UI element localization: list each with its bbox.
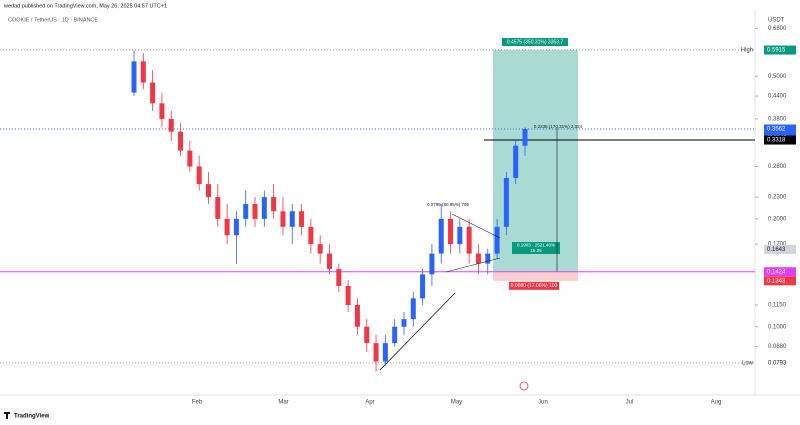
x-tick-label: May — [451, 400, 462, 406]
candle-body — [168, 118, 174, 132]
y-tick-label: 0.0880 — [768, 344, 787, 350]
target-label-bg — [502, 38, 568, 47]
mid-label: 0.1903 · 2521.40% — [517, 243, 555, 248]
low-value: 0.0793 — [768, 360, 787, 366]
candle-body — [420, 274, 426, 299]
candle-body — [280, 211, 286, 227]
candle-body — [513, 145, 519, 178]
candle-body — [364, 326, 370, 344]
candle-body — [382, 343, 388, 362]
trendline — [379, 292, 456, 371]
candle-body — [159, 103, 165, 119]
stop-tag: 0.1343 — [767, 278, 786, 284]
target-label: 0.4575 (350.31%) 3353.7 — [507, 39, 564, 45]
candle-body — [336, 268, 342, 286]
y-tick-label: 0.6800 — [768, 26, 787, 32]
candle-body — [196, 166, 202, 185]
candle-body — [401, 319, 407, 327]
y-tick-label: 0.4400 — [768, 94, 787, 100]
candle-body — [261, 197, 267, 219]
candle-body — [438, 218, 444, 254]
candle-body — [503, 177, 509, 227]
brand: TradingView — [14, 414, 50, 420]
entry-tag: 0.1424 — [767, 269, 786, 275]
y-tick-label: 0.3800 — [768, 116, 787, 122]
candle-body — [392, 326, 398, 344]
candle-body — [308, 226, 314, 245]
x-tick-label: Mar — [278, 400, 288, 406]
candle-body — [205, 184, 211, 198]
level-tag-bg — [764, 135, 796, 145]
trendline — [451, 213, 501, 239]
brand-logo — [4, 412, 10, 419]
candle-body — [466, 226, 472, 254]
candle-body — [299, 211, 305, 227]
y-tick-label: 0.5000 — [768, 74, 787, 80]
stop-label: 0.0080 (17.06%) 100 — [511, 283, 558, 289]
stop-tag-bg — [764, 276, 796, 286]
candle-body — [457, 226, 463, 245]
candle-body — [178, 131, 184, 151]
publisher: wedad published on TradingView.com, May … — [3, 3, 167, 9]
event-icon — [519, 381, 529, 391]
annotation: 0.0795 (80.95%) 795 — [427, 202, 470, 207]
y-tick-label: 0.1000 — [768, 324, 787, 330]
x-tick-label: Jul — [626, 400, 634, 406]
mid-label-bg — [512, 242, 560, 254]
candle-body — [233, 218, 239, 236]
target-tag-bg — [764, 45, 796, 55]
candle-body — [271, 197, 277, 212]
candle-body — [131, 61, 137, 93]
loss-zone — [493, 271, 578, 281]
low-label: Low — [742, 360, 754, 366]
y-tick-label: 0.1700 — [768, 242, 787, 248]
candle-body — [224, 218, 230, 236]
marker-tag-bg — [764, 244, 796, 254]
target-tag: 0.5915 — [767, 48, 786, 54]
candle-body — [140, 61, 146, 83]
symbol: COOKIE / TetherUS · 1D · BINANCE — [8, 17, 98, 23]
candle-body — [373, 343, 379, 362]
profit-zone — [493, 50, 578, 272]
candle-body — [252, 204, 258, 219]
trendline — [445, 257, 501, 273]
candle-body — [289, 211, 295, 227]
candle-body — [345, 285, 351, 305]
stop-label-bg — [509, 281, 559, 290]
candle-body — [475, 253, 481, 264]
candle-body — [327, 253, 332, 269]
candle-body — [410, 298, 416, 320]
last-price-tag-bg — [764, 124, 796, 134]
x-tick-label: Apr — [365, 400, 374, 406]
y-tick-label: 0.2800 — [768, 164, 787, 170]
mid-ratio: 15.25 — [530, 248, 542, 253]
candle-body — [187, 150, 193, 167]
x-tick-label: Jun — [538, 400, 548, 406]
candle-body — [150, 82, 156, 104]
candle-body — [317, 244, 323, 254]
annotation: 0.2238 (170.31%) 2,324 — [534, 124, 583, 129]
currency: USDT — [768, 18, 785, 24]
y-tick-label: 0.2000 — [768, 216, 787, 222]
candle-body — [448, 218, 454, 245]
y-tick-label: 0.2300 — [768, 195, 787, 201]
x-tick-label: Aug — [711, 400, 722, 406]
candle-body — [215, 197, 221, 219]
y-tick-label: 0.1150 — [768, 303, 787, 309]
candle-body — [522, 128, 528, 146]
entry-tag-bg — [764, 267, 796, 277]
candle-body — [354, 304, 360, 327]
last-price-tag: 0.3562 — [767, 127, 786, 133]
candle-body — [243, 204, 249, 219]
candle-body — [429, 253, 435, 275]
high-label: High — [741, 48, 753, 54]
marker-tag: 0.1643 — [767, 247, 786, 253]
x-tick-label: Feb — [192, 400, 203, 406]
level-tag: 0.3318 — [767, 138, 786, 144]
candle-body — [494, 226, 500, 254]
candle-body — [485, 253, 491, 264]
